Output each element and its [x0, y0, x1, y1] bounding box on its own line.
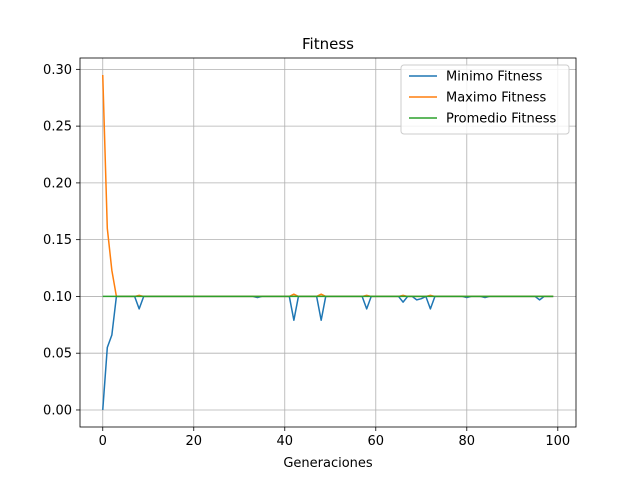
chart-title: Fitness [302, 35, 354, 53]
y-tick-label: 0.05 [43, 347, 72, 362]
legend-label: Maximo Fitness [446, 91, 546, 106]
x-tick-label: 40 [276, 434, 293, 449]
y-tick-label: 0.00 [43, 403, 72, 418]
legend: Minimo Fitness Maximo Fitness Promedio Fit… [400, 64, 570, 135]
legend-label: Minimo Fitness [446, 70, 543, 85]
y-tick-label: 0.20 [43, 176, 72, 191]
legend-box [400, 64, 570, 135]
plot-area: 0 20 40 60 80 100 0.00 0.05 0.10 0.15 0.20 0.25 0.30 [43, 57, 577, 449]
x-tick-label: 20 [185, 434, 202, 449]
x-tick-label: 100 [545, 434, 570, 449]
x-tick-label: 60 [368, 434, 385, 449]
y-tick-label: 0.10 [43, 290, 72, 305]
axes-frame [79, 57, 577, 428]
x-tick-label: 80 [459, 434, 476, 449]
y-tick-label: 0.15 [43, 233, 72, 248]
y-tick-label: 0.25 [43, 120, 72, 135]
legend-label: Promedio Fitness [446, 112, 556, 127]
x-tick-label: 0 [99, 434, 107, 449]
x-axis-title: Generaciones [283, 456, 373, 471]
y-tick-label: 0.30 [43, 63, 72, 78]
